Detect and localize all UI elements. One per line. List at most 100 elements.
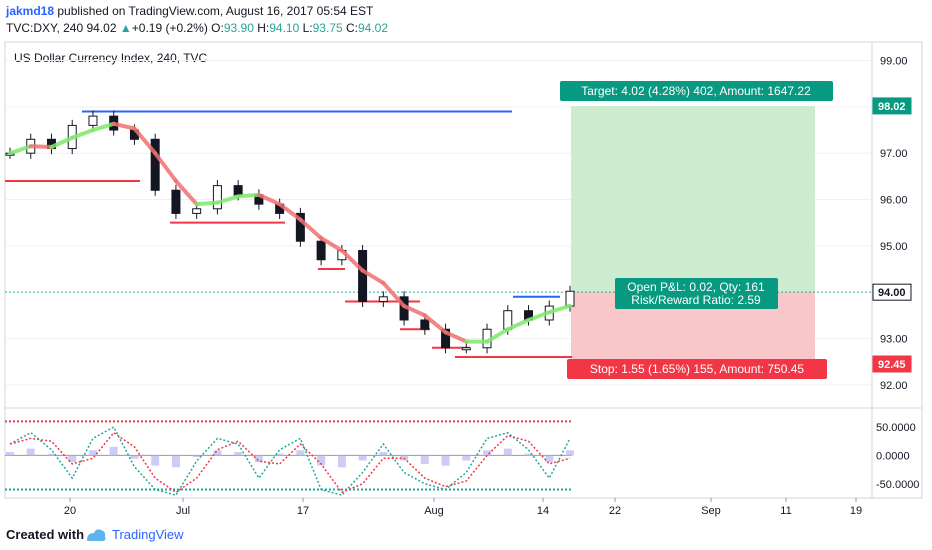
oscillator-pane: [5, 420, 574, 497]
osc-histogram-bar: [254, 455, 263, 463]
moving-average-segment: [339, 248, 365, 273]
price-badge-label: 92.45: [878, 359, 906, 371]
osc-histogram-bar: [483, 450, 492, 456]
osc-histogram-bar: [151, 455, 160, 466]
time-tick-label: 22: [609, 505, 621, 517]
osc-histogram-bar: [462, 455, 471, 461]
osc-histogram-bar: [130, 455, 139, 459]
osc-histogram-bar: [171, 455, 180, 468]
candle-body: [316, 240, 326, 261]
candle-body: [441, 328, 451, 349]
high-value: 94.10: [269, 21, 300, 35]
tradingview-logo-icon: [87, 529, 106, 541]
price-badge-label: 98.02: [878, 101, 906, 113]
candle-body: [150, 138, 160, 191]
candle-body: [358, 249, 368, 302]
time-tick-label: 11: [780, 505, 791, 517]
osc-line-slow: [9, 431, 571, 494]
osc-histogram-bar: [6, 452, 14, 456]
stop-label-bg: [567, 359, 827, 379]
last-price: 94.02: [86, 21, 117, 35]
moving-average-segment: [505, 317, 531, 332]
moving-average-segment: [319, 236, 344, 253]
tradingview-brand-link[interactable]: TradingView: [112, 527, 184, 542]
osc-histogram-bar: [234, 452, 243, 456]
osc-histogram-bar: [524, 453, 533, 456]
price-tick-label: 95.00: [880, 241, 908, 253]
low-value: 93.75: [312, 21, 343, 35]
time-axis[interactable]: 20 Jul 17 Aug 14 22 Sep 11 19: [64, 498, 862, 517]
osc-histogram-bar: [213, 450, 222, 456]
price-badge-label: 94.00: [878, 287, 906, 299]
time-tick-label: Sep: [701, 505, 721, 517]
open-value: 93.90: [223, 21, 254, 35]
candle-body: [212, 185, 222, 210]
price-series: [5, 110, 575, 354]
change-value: +0.19 (+0.2%): [131, 21, 208, 35]
open-label: O:: [211, 21, 224, 35]
candle-body: [461, 347, 471, 351]
publish-line: jakmd18 published on TradingView.com, Au…: [6, 4, 373, 18]
candle-body: [420, 319, 430, 330]
position-labels: Target: 4.02 (4.28%) 402, Amount: 1647.2…: [560, 81, 833, 379]
moving-average-segment: [236, 192, 261, 199]
price-tick-label: 99.00: [880, 56, 908, 68]
osc-histogram-bar: [88, 450, 97, 456]
username-link[interactable]: jakmd18: [6, 4, 55, 18]
osc-histogram-bar: [68, 455, 77, 463]
moving-average-segment: [49, 135, 75, 150]
price-tick-label: 92.00: [880, 380, 908, 392]
close-label: C:: [345, 21, 358, 35]
price-chart[interactable]: US Dollar Currency Index, 240, TVC 99.00…: [0, 40, 932, 522]
osc-tick-label: 0.0000: [876, 450, 910, 462]
change-arrow-icon: ▲: [119, 21, 132, 35]
time-tick-label: 19: [850, 505, 862, 517]
osc-histogram-bar: [317, 455, 326, 466]
profit-zone[interactable]: [571, 105, 815, 293]
moving-average-segment: [298, 217, 324, 241]
chart-header: jakmd18 published on TradingView.com, Au…: [0, 0, 932, 40]
pnl-label: Open P&L: 0.02, Qty: 161: [627, 280, 765, 294]
chart-title: US Dollar Currency Index, 240, TVC: [14, 51, 208, 65]
osc-histogram-bar: [379, 452, 388, 456]
moving-average-segment: [70, 128, 95, 140]
pnl-label-bg: [615, 278, 778, 309]
moving-average-segment: [215, 194, 241, 205]
candle-body: [192, 208, 202, 214]
moving-average-segment: [8, 144, 33, 156]
time-tick-label: Aug: [424, 505, 444, 517]
price-badge[interactable]: [872, 97, 912, 115]
osc-histogram-bar: [26, 448, 35, 456]
moving-average-segment: [173, 178, 199, 207]
level-lines: [5, 110, 572, 359]
price-badge[interactable]: [872, 355, 912, 373]
moving-average-segment: [132, 126, 158, 156]
moving-average-segment: [381, 280, 407, 309]
time-tick-label: 20: [64, 505, 76, 517]
time-tick-label: Jul: [176, 505, 190, 517]
candle-body: [378, 296, 388, 302]
price-tick-label: 93.00: [880, 334, 908, 346]
price-badge[interactable]: [872, 283, 912, 301]
osc-histogram-bar: [441, 455, 450, 466]
high-label: H:: [257, 21, 270, 35]
price-axis[interactable]: 99.0098.0097.0096.0095.0093.0092.0098.02…: [872, 56, 912, 392]
moving-average-segment: [360, 268, 386, 285]
candle-body: [295, 212, 305, 242]
moving-average-segment: [422, 313, 448, 335]
target-label: Target: 4.02 (4.28%) 402, Amount: 1647.2…: [581, 84, 811, 98]
rr-label: Risk/Reward Ratio: 2.59: [631, 293, 761, 307]
moving-average-segment: [194, 200, 220, 207]
osc-histogram-bar: [545, 455, 554, 463]
osc-histogram-bar: [109, 446, 118, 456]
candle-body: [171, 189, 181, 214]
moving-average-segment: [277, 202, 303, 222]
symbol-label: TVC:DXY, 240: [6, 21, 84, 35]
close-value: 94.02: [357, 21, 389, 35]
published-text: published on TradingView.com, August 16,…: [57, 4, 374, 18]
moving-average-segment: [547, 303, 572, 315]
osc-histogram-bar: [566, 450, 574, 456]
moving-average-segment: [256, 192, 282, 207]
moving-average-segment: [402, 304, 427, 318]
moving-average-segment: [28, 144, 54, 150]
